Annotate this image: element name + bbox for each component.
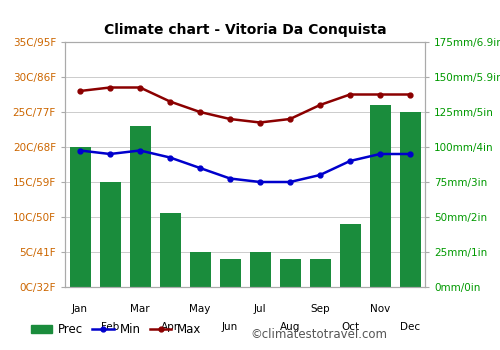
Text: Jul: Jul (254, 304, 266, 315)
Text: Feb: Feb (101, 322, 119, 332)
Text: Apr: Apr (161, 322, 179, 332)
Bar (190, 252, 210, 287)
Bar (130, 126, 150, 287)
Legend: Prec, Min, Max: Prec, Min, Max (26, 318, 206, 341)
Text: Nov: Nov (370, 304, 390, 315)
Text: Aug: Aug (280, 322, 300, 332)
Text: Sep: Sep (310, 304, 330, 315)
Text: Jun: Jun (222, 322, 238, 332)
Bar (100, 182, 120, 287)
Bar (370, 105, 390, 287)
Bar (310, 259, 330, 287)
Bar (250, 252, 270, 287)
Bar (340, 224, 360, 287)
Text: ©climatestotravel.com: ©climatestotravel.com (250, 328, 387, 341)
Text: Mar: Mar (130, 304, 150, 315)
Bar (70, 147, 90, 287)
Bar (220, 259, 240, 287)
Title: Climate chart - Vitoria Da Conquista: Climate chart - Vitoria Da Conquista (104, 23, 387, 37)
Bar (400, 112, 420, 287)
Text: May: May (190, 304, 210, 315)
Text: Dec: Dec (400, 322, 420, 332)
Text: Oct: Oct (341, 322, 359, 332)
Bar (280, 259, 300, 287)
Bar (160, 213, 180, 287)
Text: Jan: Jan (72, 304, 88, 315)
